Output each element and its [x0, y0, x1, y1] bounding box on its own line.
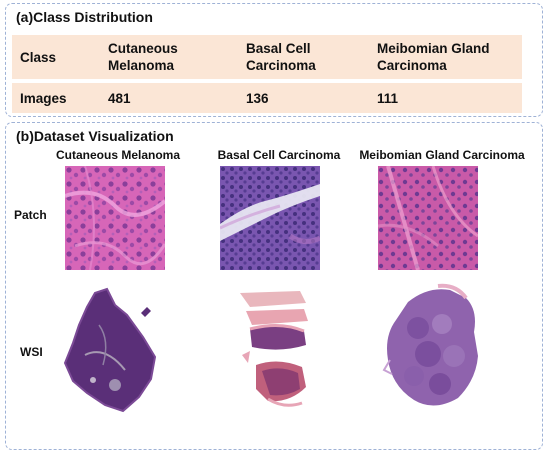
column-label-basal-cell-carcinoma: Basal Cell Carcinoma — [217, 148, 341, 162]
cell-cutaneous-melanoma-count: 481 — [100, 83, 238, 113]
column-label-meibomian-gland-carcinoma: Meibomian Gland Carcinoma — [359, 148, 525, 162]
header-basal-cell-carcinoma: Basal Cell Carcinoma — [238, 35, 369, 79]
dataset-visualization-title: (b)Dataset Visualization — [16, 128, 174, 144]
cell-meibomian-gland-carcinoma-count: 111 — [369, 83, 522, 113]
class-distribution-table: Class Cutaneous Melanoma Basal Cell Carcin… — [12, 31, 522, 117]
class-distribution-panel: (a)Class Distribution — [5, 3, 543, 117]
row-label-images: Images — [12, 83, 100, 113]
class-distribution-title: (a)Class Distribution — [16, 9, 153, 25]
cell-basal-cell-carcinoma-count: 136 — [238, 83, 369, 113]
dataset-visualization-panel: (b)Dataset Visualization — [5, 122, 543, 450]
melanoma-wsi-image — [63, 287, 157, 413]
header-meibomian-gland-carcinoma: Meibomian Gland Carcinoma — [369, 35, 522, 79]
header-cutaneous-melanoma: Cutaneous Melanoma — [100, 35, 238, 79]
header-class: Class — [12, 35, 100, 79]
meibomian-gland-carcinoma-wsi-image — [382, 283, 478, 406]
meibomian-gland-carcinoma-patch-image — [378, 166, 478, 270]
basal-cell-carcinoma-wsi-image — [240, 291, 308, 407]
row-label-patch: Patch — [14, 208, 47, 222]
basal-cell-carcinoma-patch-image — [220, 166, 320, 270]
column-label-cutaneous-melanoma: Cutaneous Melanoma — [55, 148, 181, 162]
table-header-row: Class Cutaneous Melanoma Basal Cell Carcin… — [12, 35, 522, 79]
table-row: Images 481 136 111 — [12, 83, 522, 113]
melanoma-patch-image — [65, 166, 165, 270]
row-label-wsi: WSI — [20, 345, 43, 359]
